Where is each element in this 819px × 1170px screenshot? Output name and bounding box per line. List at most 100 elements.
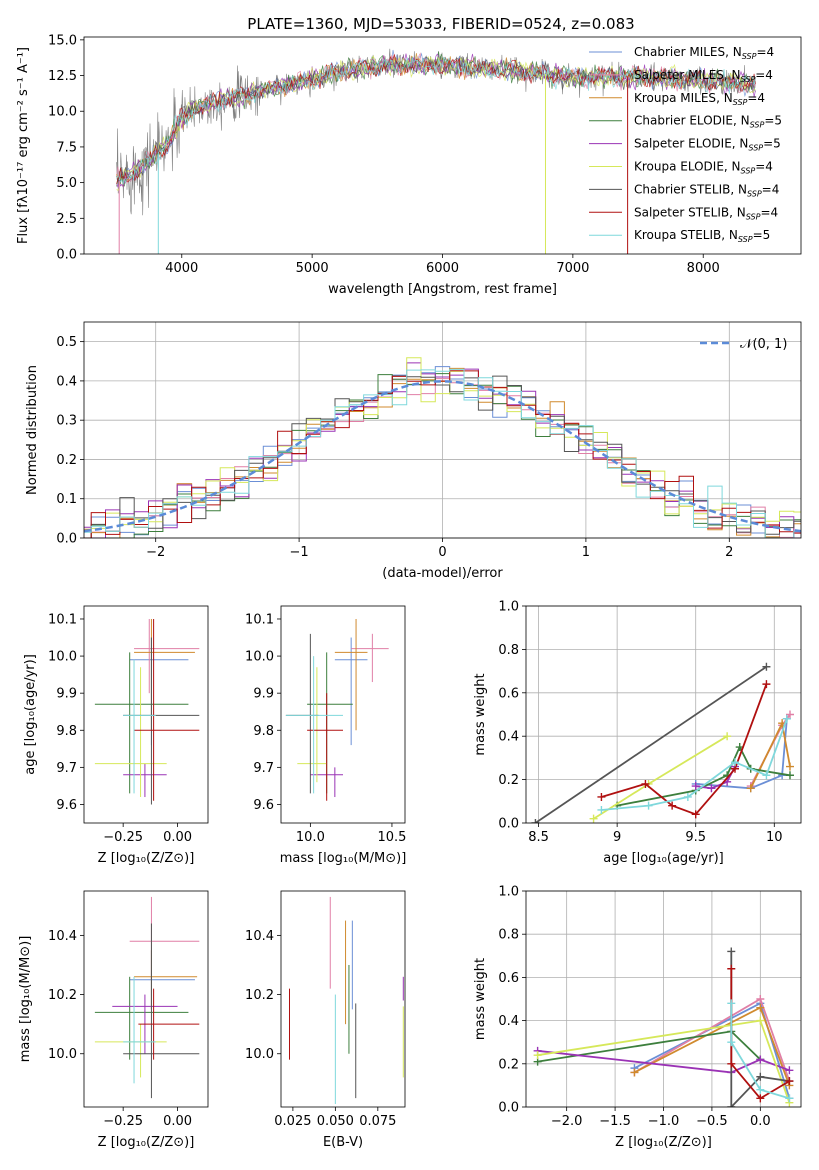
x-axis-label: mass [log₁₀(M/M⊙)] (280, 851, 407, 866)
weight-point-marker (785, 1094, 794, 1103)
legend-entry: Chabrier STELIB, NSSP=4 (634, 182, 779, 198)
axes-frame (525, 605, 802, 824)
axes-frame (280, 605, 406, 824)
plot-area (288, 896, 404, 1105)
weight-point-marker (756, 1085, 765, 1094)
x-tick-label: 1 (582, 545, 590, 560)
y-tick-label: 0.8 (498, 928, 519, 943)
weight-line-chabrier-miles (695, 718, 788, 790)
panel-age-vs-mass: 10.0 10.5 9.6 9.7 9.8 9.9 10.0 10.1 mass [log₁₀(… (245, 605, 407, 866)
panel-spectrum: 4000 5000 6000 7000 8000 0.0 2.5 5.0 7.5 10.0 12.5… (16, 33, 802, 297)
x-axis-label: (data-model)/error (382, 566, 503, 581)
panel-residuals: −2 −1 0 1 2 0.0 0.1 0.2 0.3 0.4 0.5 (data-model)/er… (25, 321, 802, 581)
y-axis-label: mass weight (473, 958, 488, 1040)
x-tick-label: −0.25 (103, 1114, 143, 1129)
weight-point-marker (756, 1072, 765, 1081)
weight-point-marker (597, 792, 606, 801)
y-tick-label: 10.0 (245, 1047, 274, 1062)
model-line-salpeter-stelib (116, 53, 756, 184)
legend-nssp-value: =4 (756, 45, 774, 59)
x-tick-label: 0 (438, 545, 446, 560)
weight-point-marker (691, 810, 700, 819)
grid (526, 605, 801, 824)
x-tick-label: 8000 (687, 261, 720, 276)
y-tick-label: 15.0 (48, 33, 77, 48)
x-tick-label: 0.075 (359, 1114, 396, 1129)
legend-ssp-subscript: SSP (738, 235, 753, 244)
weight-point-marker (641, 779, 650, 788)
x-tick-label: 9.5 (685, 830, 706, 845)
panel-mass-vs-Z: −0.25 0.00 10.0 10.2 10.4 Z [log₁₀(Z/Z⊙)] mass… (18, 890, 209, 1150)
x-tick-label: 0.050 (317, 1114, 354, 1129)
histogram-step-salpeter-stelib (84, 370, 801, 538)
weight-point-marker (731, 758, 739, 767)
legend-label: Kroupa STELIB (634, 228, 721, 242)
weight-point-marker (785, 1077, 794, 1086)
weight-point-marker (762, 680, 771, 689)
y-tick-label: 10.1 (245, 612, 274, 627)
weight-point-marker (786, 762, 794, 771)
legend-label: Chabrier STELIB (634, 182, 730, 196)
x-axis-label: Z [log₁₀(Z/Z⊙)] (615, 1135, 712, 1150)
y-tick-label: 12.5 (48, 69, 77, 84)
y-tick-label: 0.4 (498, 1014, 519, 1029)
axes-frame (83, 605, 209, 824)
legend-nssp-value: =4 (755, 160, 773, 174)
weight-point-marker (630, 1068, 639, 1077)
x-tick-label: 0.00 (163, 830, 192, 845)
legend-entry: Kroupa MILES, NSSP=4 (634, 91, 765, 107)
x-tick-label: 0.025 (274, 1114, 311, 1129)
y-tick-label: 0.3 (56, 414, 77, 429)
x-tick-label: 6000 (426, 261, 459, 276)
weight-point-marker (786, 710, 794, 719)
legend-label: Chabrier MILES (634, 45, 725, 59)
weight-point-marker (727, 1038, 736, 1047)
weight-point-marker (589, 814, 598, 823)
legend-n-symbol: , N (733, 114, 750, 128)
y-tick-label: 10.2 (245, 988, 274, 1003)
plot-area (84, 357, 801, 538)
axes-frame (280, 890, 406, 1108)
x-tick-label: 4000 (165, 261, 198, 276)
weight-point-marker (683, 792, 692, 801)
weight-line-kroupa-stelib (730, 1003, 790, 1100)
figure-title: PLATE=1360, MJD=53033, FIBERID=0524, z=0… (247, 15, 634, 33)
legend-n-symbol: , N (730, 182, 747, 196)
weight-point-marker (762, 771, 771, 780)
weight-point-marker (533, 1051, 542, 1060)
y-tick-label: 9.8 (56, 724, 77, 739)
legend-label: Salpeter ELODIE (634, 137, 732, 151)
legend-entry: Chabrier ELODIE, NSSP=5 (634, 114, 782, 130)
x-tick-label: −1.5 (599, 1114, 631, 1129)
y-tick-label: 0.4 (56, 374, 77, 389)
legend-n-symbol: , N (732, 137, 749, 151)
legend-entry: Kroupa STELIB, NSSP=5 (634, 228, 770, 244)
legend-n-symbol: , N (729, 205, 746, 219)
legend-nssp-value: =4 (760, 205, 778, 219)
weight-point-marker (782, 714, 791, 723)
x-tick-label: 8.5 (528, 830, 549, 845)
y-axis-label: mass [log₁₀(M/M⊙)] (18, 936, 33, 1063)
weight-point-marker (762, 662, 771, 671)
y-tick-label: 7.5 (56, 140, 77, 155)
legend-label: Kroupa ELODIE (634, 160, 724, 174)
x-tick-label: 7000 (556, 261, 589, 276)
y-tick-label: 1.0 (498, 885, 519, 900)
y-tick-label: 9.9 (56, 687, 77, 702)
y-tick-label: 0.4 (498, 730, 519, 745)
y-tick-label: 0.2 (498, 1057, 519, 1072)
normal-pdf-curve (84, 380, 801, 533)
weight-point-marker (723, 732, 732, 741)
legend-nssp-value: =5 (753, 228, 771, 242)
model-line-kroupa-stelib (116, 56, 756, 186)
plot-area (94, 896, 200, 1099)
legend-label: Salpeter STELIB (634, 205, 729, 219)
legend-n-symbol: , N (721, 228, 738, 242)
y-tick-label: 0.5 (56, 335, 77, 350)
weight-point-marker (727, 947, 736, 956)
weight-point-marker (531, 819, 540, 823)
x-tick-label: −1.0 (648, 1114, 680, 1129)
y-tick-label: 10.0 (245, 650, 274, 665)
legend-ssp-subscript: SSP (733, 98, 748, 107)
y-tick-label: 9.9 (253, 687, 274, 702)
